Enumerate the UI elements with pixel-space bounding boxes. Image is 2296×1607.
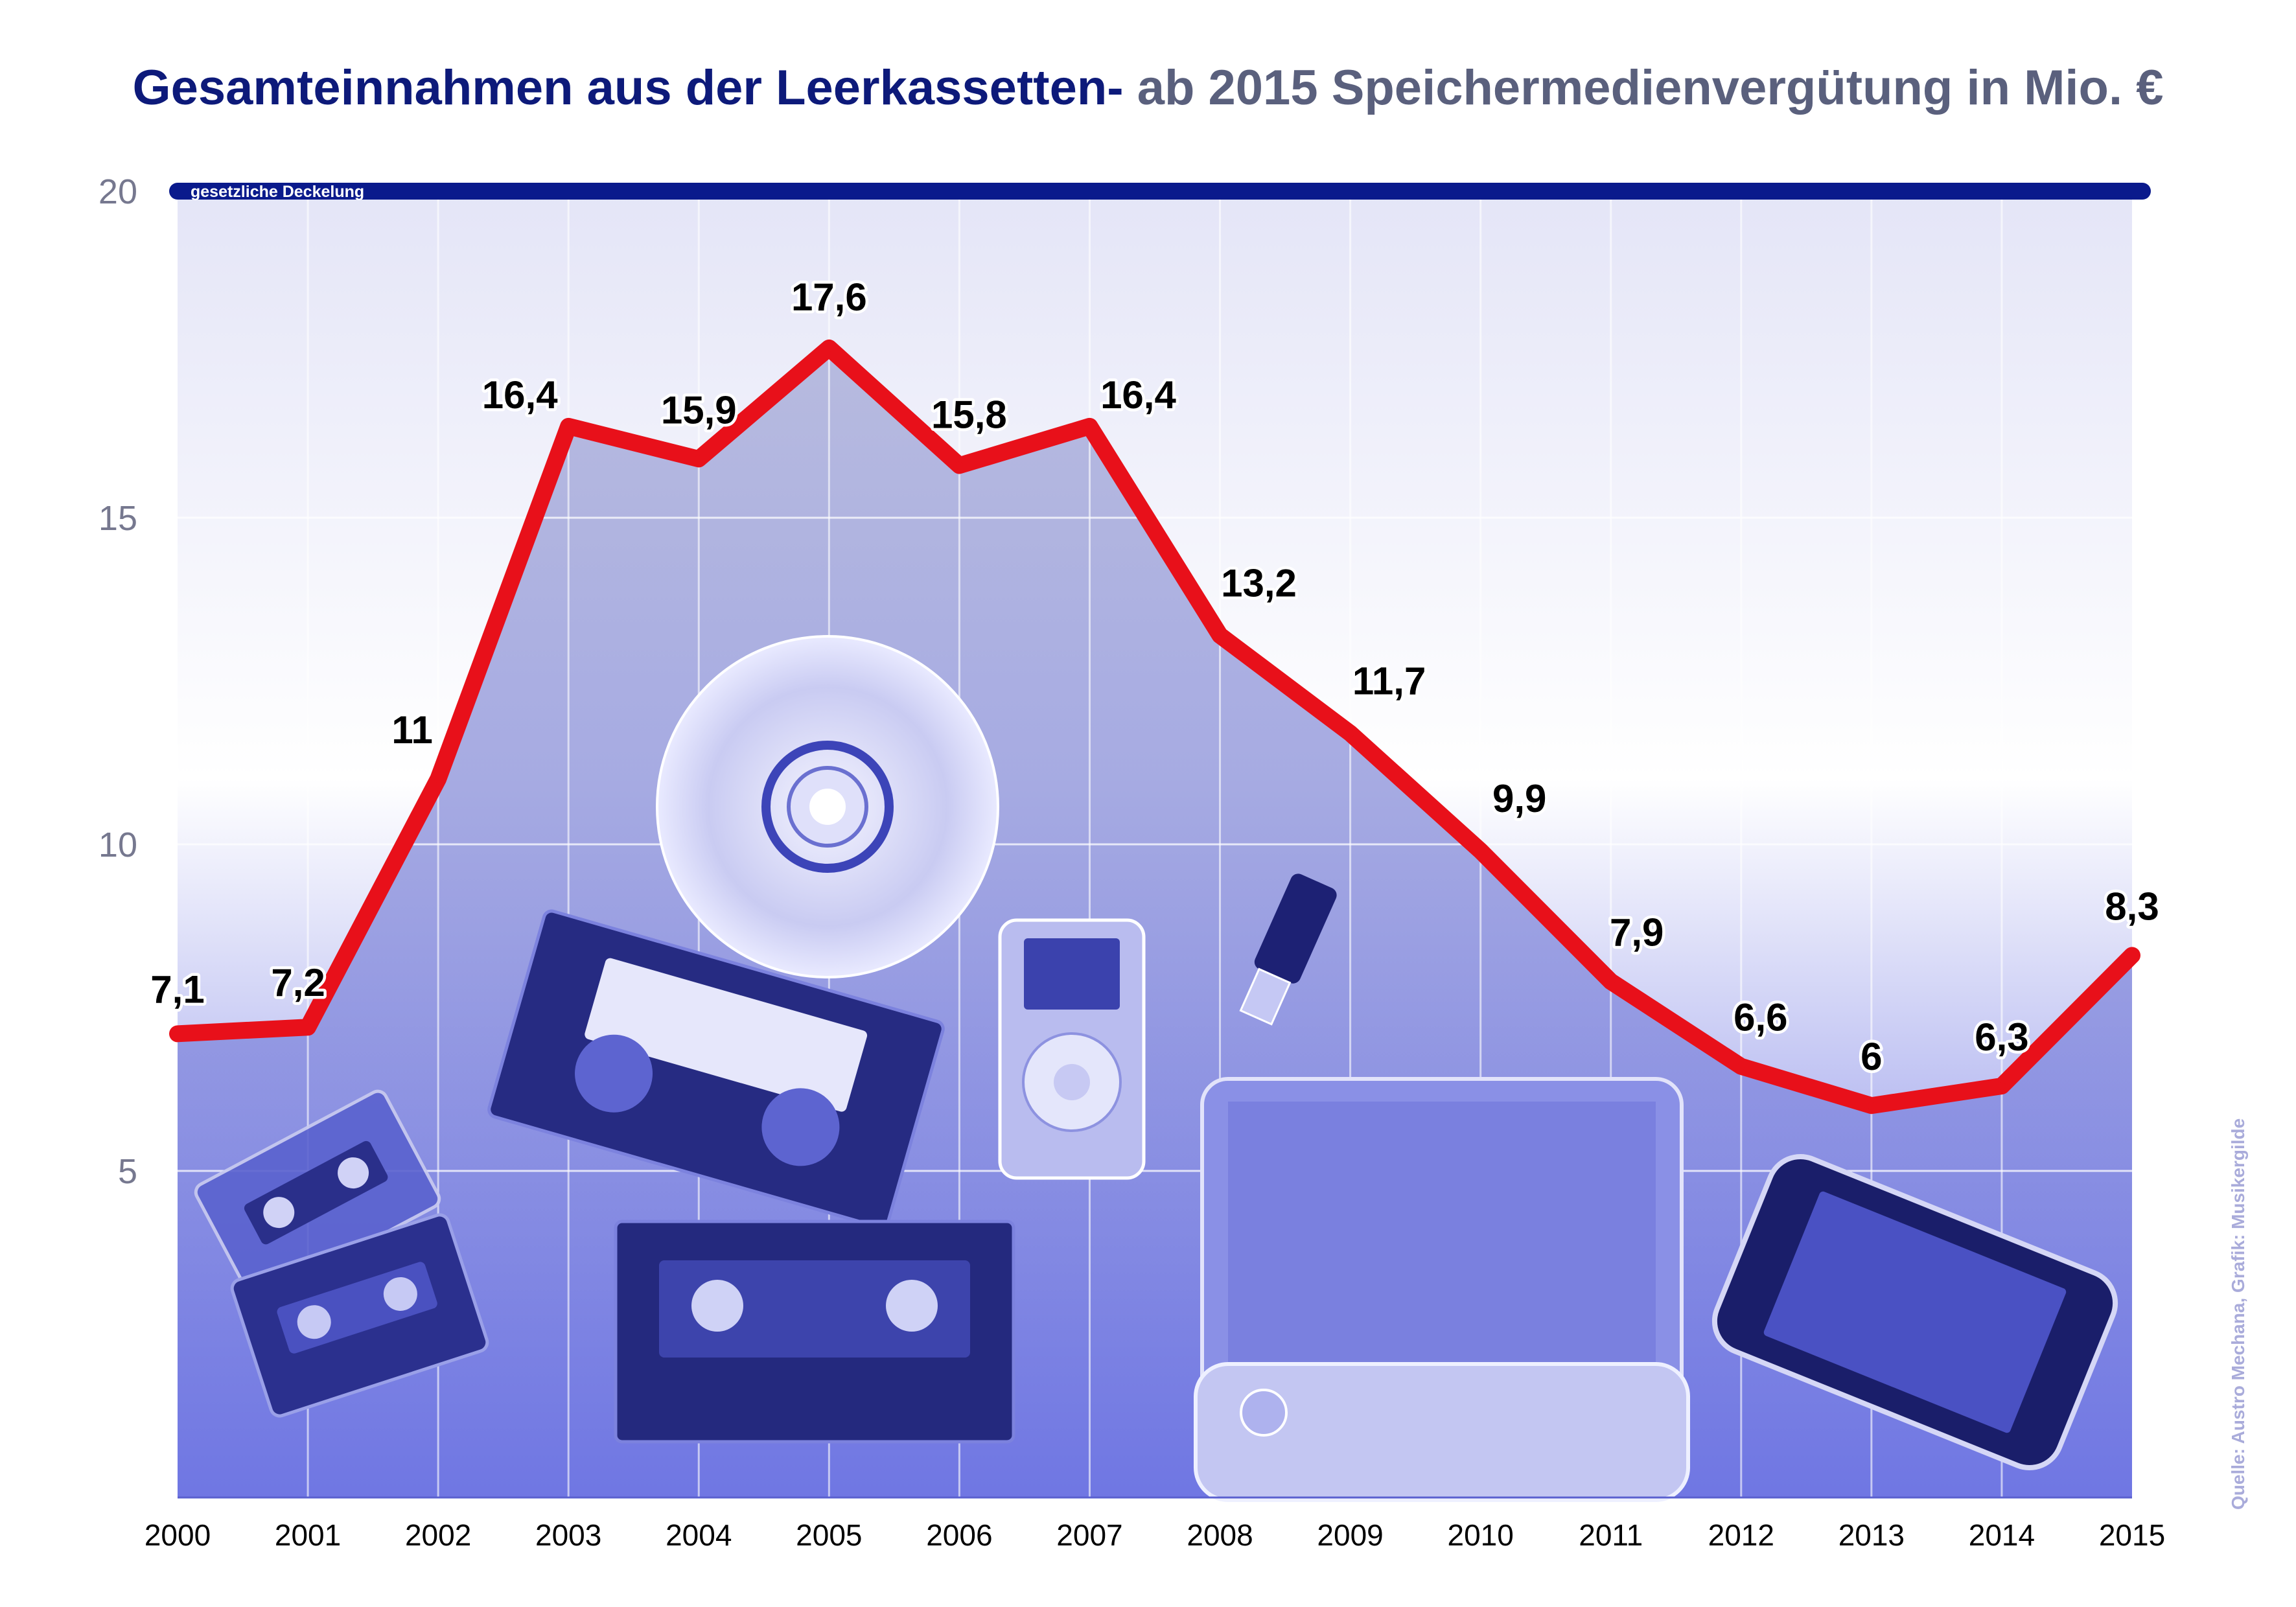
data-label: 17,6 [791,275,867,319]
audio-cassette-icon [194,1089,441,1302]
x-tick-label: 2000 [145,1518,211,1552]
x-tick-label: 2012 [1708,1518,1774,1552]
data-label: 6 [1861,1035,1882,1078]
y-tick-label: 5 [118,1152,137,1191]
y-tick-label: 10 [99,826,137,864]
external-hard-drive-icon [1194,1077,1690,1502]
data-label: 6,3 [1975,1015,2028,1059]
data-label: 15,9 [661,388,737,432]
title-main: Gesamteinnahmen aus der Leerkassetten- [132,60,1124,115]
data-point [1606,977,1615,986]
data-label: 13,2 [1221,561,1297,605]
x-tick-label: 2015 [2099,1518,2165,1552]
vhs-cassette-icon [614,1220,1015,1444]
data-point [174,1030,181,1038]
y-tick-label: 20 [99,172,137,211]
vhs-cassette-icon [487,909,945,1229]
data-label: 6,6 [1734,996,1787,1039]
series-line [169,339,2140,1115]
data-label: 16,4 [1100,373,1176,417]
x-tick-label: 2013 [1838,1518,1905,1552]
data-label: 11 [391,708,432,752]
x-tick-label: 2001 [275,1518,341,1552]
data-point [1476,847,1485,855]
y-tick-label: 15 [99,499,137,538]
mp3-player-icon [998,918,1146,1180]
x-tick-label: 2003 [535,1518,601,1552]
data-point [304,1023,312,1032]
data-label: 15,8 [931,393,1007,436]
smartphone-icon [1711,1153,2118,1471]
data-label: 11,7 [1352,660,1426,703]
x-tick-label: 2004 [666,1518,732,1552]
data-point [1997,1081,2006,1090]
source-note: Quelle: Austro Mechana, Grafik: Musikerg… [2228,1118,2248,1510]
data-label: 7,1 [150,967,204,1011]
data-point [1737,1062,1745,1070]
data-point [1216,631,1224,640]
x-tick-label: 2007 [1056,1518,1122,1552]
usb-stick-icon [1239,873,1337,1026]
x-tick-label: 2005 [796,1518,862,1552]
data-point [1867,1102,1875,1110]
data-point [1085,422,1094,430]
cd-icon [656,635,999,978]
x-tick-label: 2014 [1969,1518,2035,1552]
x-tick-label: 2006 [926,1518,992,1552]
data-point [434,775,443,783]
data-label: 16,4 [482,373,558,417]
data-point [825,343,833,352]
data-point [695,455,703,463]
x-tick-label: 2011 [1579,1518,1643,1552]
data-label: 7,2 [271,961,325,1004]
data-label: 8,3 [2105,884,2159,928]
data-point [955,461,964,470]
data-point [564,422,573,430]
x-tick-label: 2009 [1317,1518,1383,1552]
data-label: 9,9 [1492,777,1546,820]
media-illustrations [194,635,2118,1502]
x-tick-label: 2010 [1447,1518,1513,1552]
x-tick-label: 2008 [1187,1518,1253,1552]
x-tick-label: 2002 [405,1518,471,1552]
data-point [1346,729,1354,737]
data-label: 7,9 [1610,911,1664,954]
chart-title: Gesamteinnahmen aus der Leerkassetten- a… [0,60,2296,116]
cap-line-label: gesetzliche Deckelung [191,183,364,201]
data-point [2128,951,2136,960]
audio-cassette-icon [230,1213,489,1418]
title-sub: ab 2015 Speichermedienvergütung in Mio. … [1137,60,2164,115]
